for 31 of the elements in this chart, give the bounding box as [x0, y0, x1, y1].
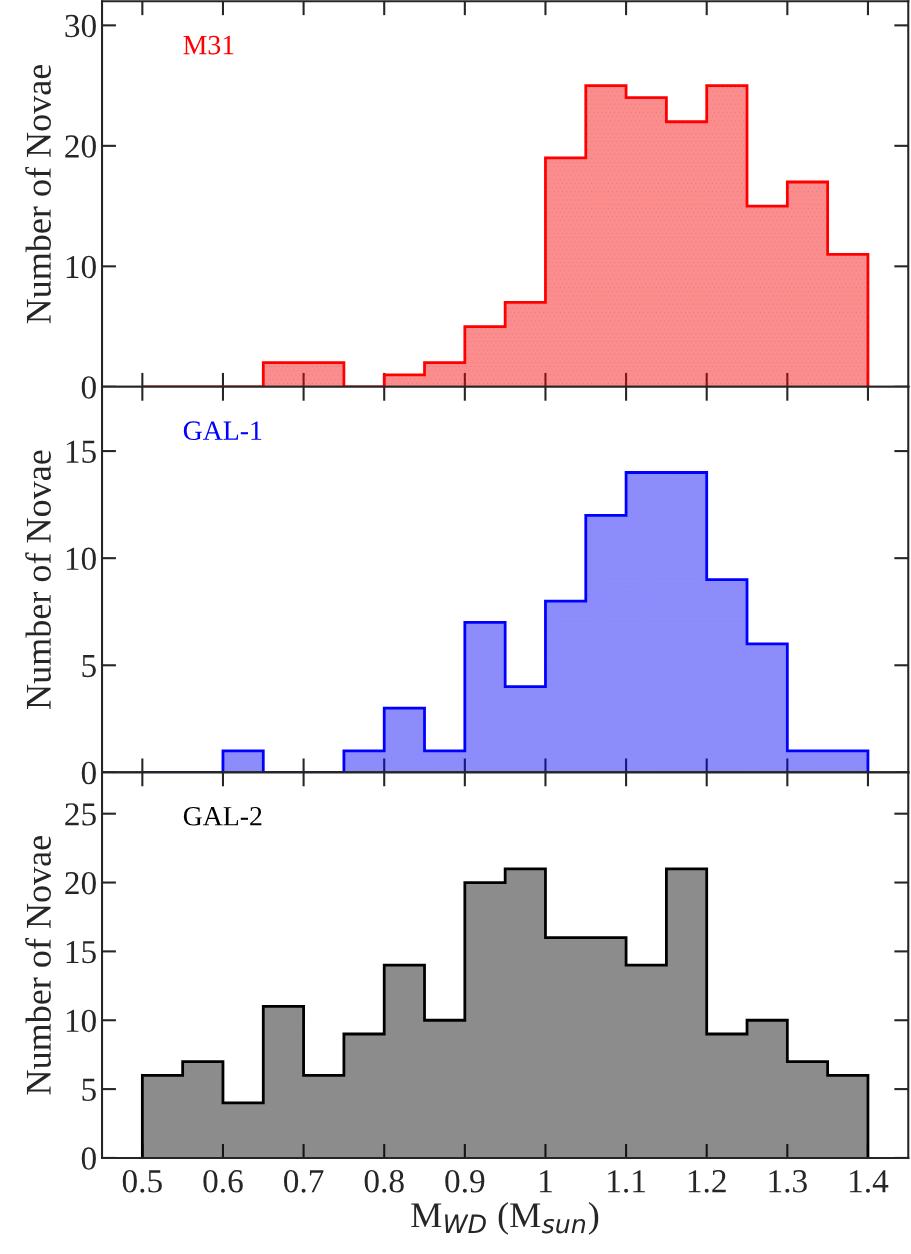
x-axis-title: M$_{WD}$ (M$_{sun}$) — [411, 1202, 599, 1235]
y-tick-label: 5 — [82, 655, 96, 678]
y-tick-label: 10 — [66, 1009, 96, 1033]
x-tick-label: 1.4 — [850, 1170, 889, 1193]
y-tick-label: 0 — [81, 376, 96, 399]
x-tick-label: 0.6 — [203, 1170, 243, 1193]
y-tick-label: 15 — [66, 940, 96, 964]
x-tick-label: 1.1 — [608, 1170, 645, 1193]
x-tick-label: 0.5 — [122, 1170, 162, 1193]
x-tick-label: 0.9 — [445, 1170, 485, 1193]
y-tick-label: 10 — [66, 547, 96, 571]
y-tick-label: 10 — [66, 255, 96, 279]
y-tick-label: 30 — [65, 14, 96, 38]
y-tick-label: 15 — [66, 440, 96, 463]
x-tick-label: 1 — [540, 1170, 552, 1193]
y-tick-label: 20 — [65, 871, 96, 895]
y-axis-title: Number of Novae — [25, 836, 51, 1095]
text: GAL-2 — [183, 806, 262, 826]
y-axis-title: Number of Novae — [25, 450, 51, 709]
x-tick-label: 0.7 — [284, 1170, 324, 1193]
y-axis-title: Number of Novae — [25, 64, 51, 324]
text: M31 — [183, 35, 234, 55]
y-tick-label: 0 — [81, 761, 96, 785]
y-tick-label: 0 — [81, 1147, 96, 1170]
y-tick-label: 20 — [65, 135, 96, 158]
y-tick-label: 25 — [65, 803, 96, 826]
x-tick-label: 0.8 — [364, 1170, 404, 1193]
text: GAL-1 — [183, 421, 262, 441]
x-tick-label: 1.2 — [688, 1170, 726, 1193]
x-tick-label: 1.3 — [769, 1170, 807, 1193]
y-tick-label: 5 — [82, 1078, 96, 1101]
